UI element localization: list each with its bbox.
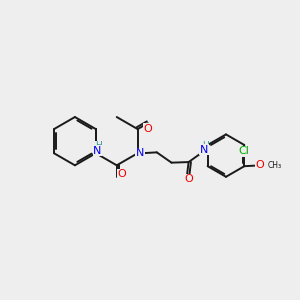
Text: Cl: Cl [238, 146, 249, 157]
Text: N: N [200, 145, 208, 155]
Text: CH₃: CH₃ [268, 160, 282, 169]
Text: H: H [202, 141, 209, 150]
Text: O: O [184, 174, 193, 184]
Text: O: O [256, 160, 264, 170]
Text: N: N [93, 146, 101, 156]
Text: N: N [136, 148, 144, 158]
Text: O: O [117, 169, 126, 179]
Text: H: H [95, 141, 102, 150]
Text: O: O [143, 124, 152, 134]
